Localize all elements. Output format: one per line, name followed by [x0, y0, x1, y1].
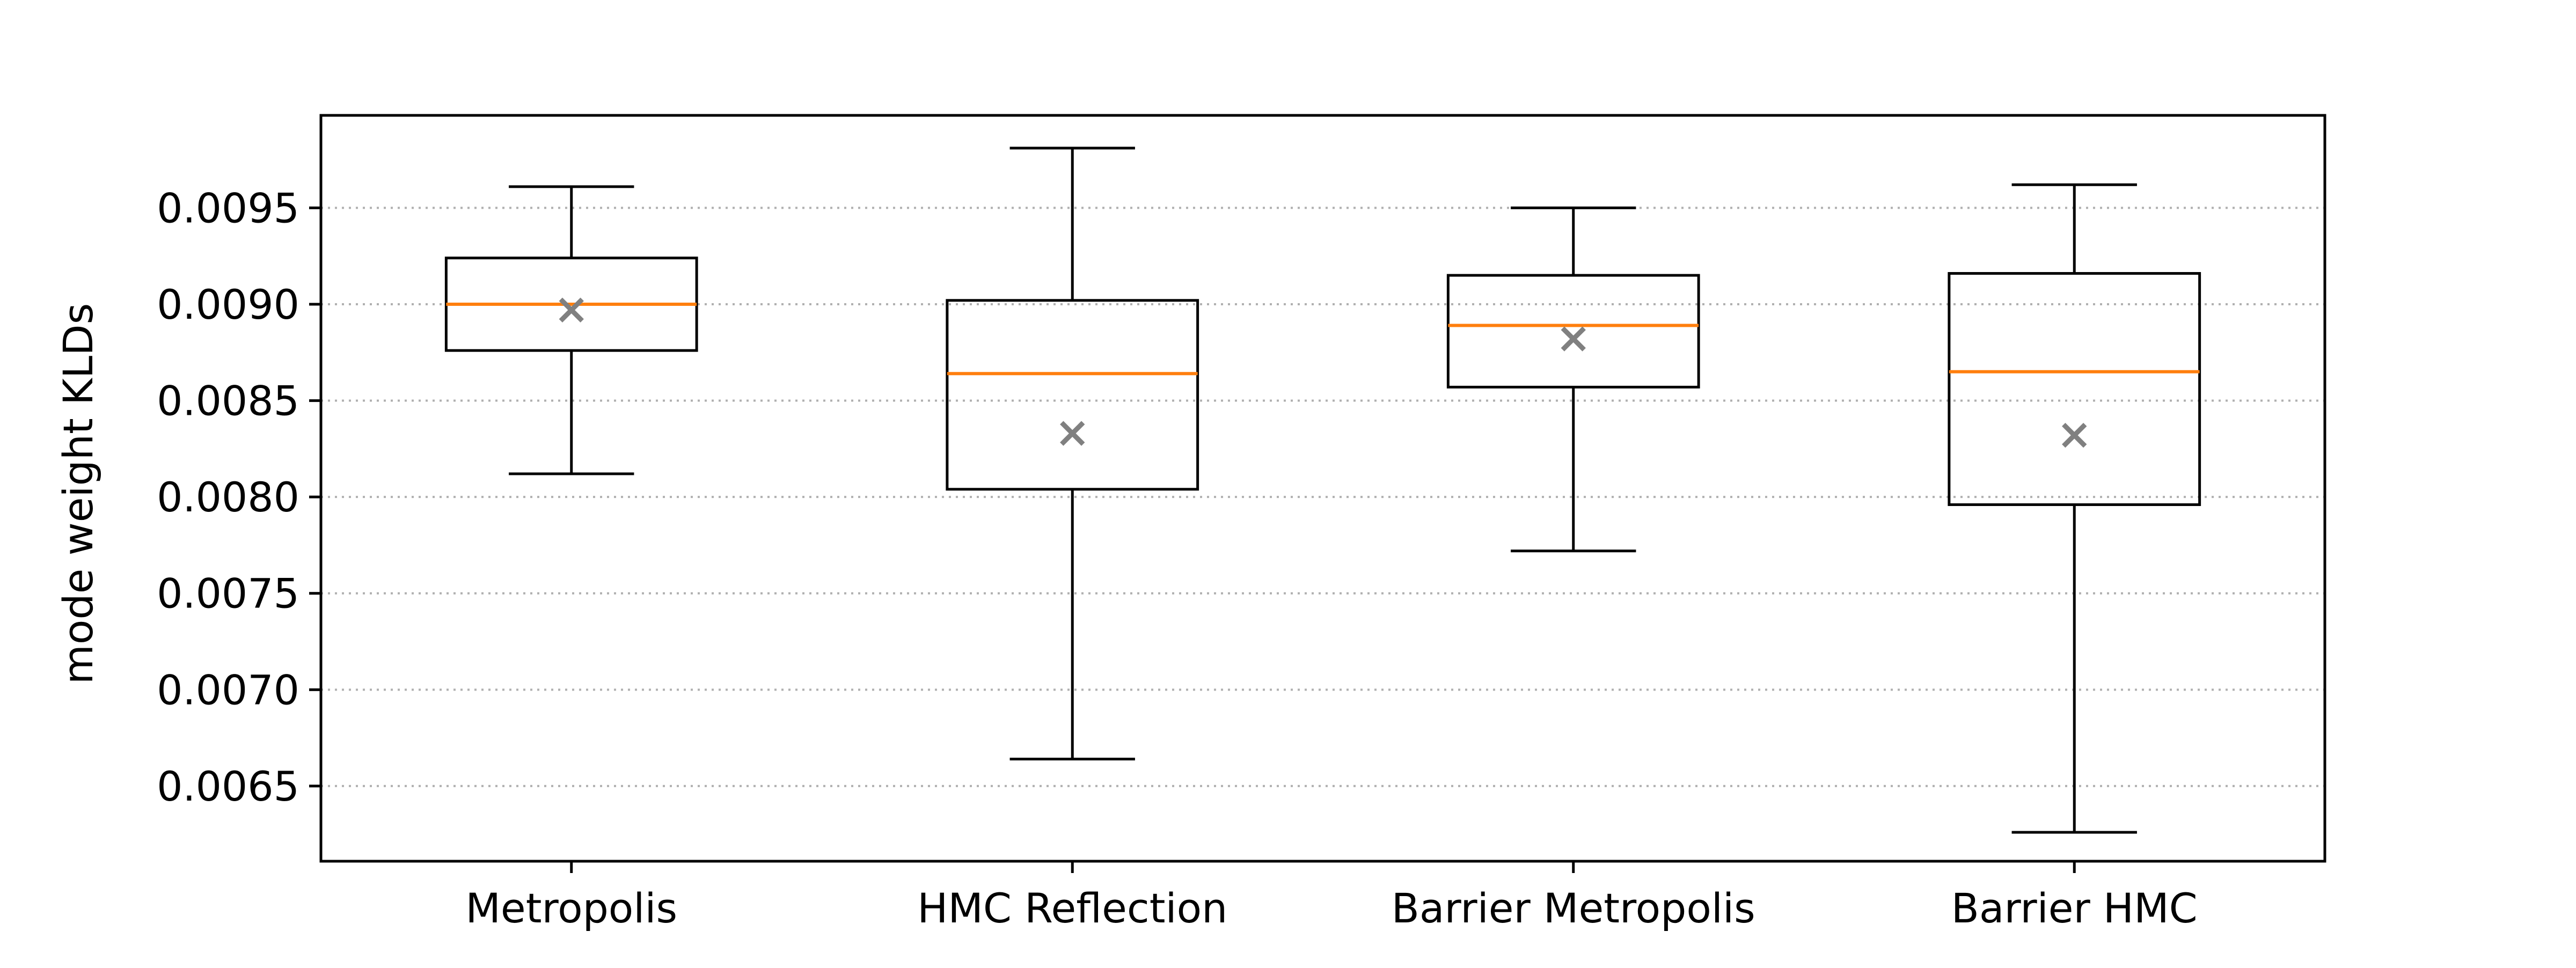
- y-tick-label: 0.0085: [157, 377, 299, 425]
- box-barrier-hmc: [1948, 183, 2201, 834]
- y-tick-label: 0.0070: [157, 666, 299, 714]
- box-barrier-metropolis: [1446, 206, 1700, 553]
- y-tick-label: 0.0080: [157, 473, 299, 521]
- x-axis-ticks: Metropolis HMC Reflection Barrier Metropol…: [465, 861, 2198, 932]
- gridlines: [321, 207, 2325, 787]
- mean-marker: [1561, 326, 1586, 351]
- y-tick-label: 0.0065: [157, 762, 299, 810]
- plot-area-frame: [319, 114, 2326, 863]
- box-iqr: [1948, 272, 2201, 507]
- box-hmc-reflection: [946, 146, 1199, 761]
- box-iqr: [1446, 274, 1700, 388]
- x-tick-label: Barrier Metropolis: [1392, 884, 1755, 932]
- mean-marker-stroke: [2062, 423, 2087, 448]
- box-iqr: [946, 299, 1199, 491]
- mean-marker-stroke: [1060, 421, 1085, 446]
- x-tick-label: HMC Reflection: [917, 884, 1227, 932]
- box-series: [444, 146, 2201, 834]
- y-tick-label: 0.0075: [157, 570, 299, 618]
- mean-marker-stroke: [1561, 326, 1586, 351]
- y-axis-ticks: 0.0065 0.0070 0.0075 0.0080 0.0085 0.0090 0.00…: [157, 184, 321, 810]
- mean-marker-stroke: [559, 297, 584, 322]
- x-tick-label: Barrier HMC: [1951, 884, 2198, 932]
- x-tick-label: Metropolis: [465, 884, 677, 932]
- y-tick-label: 0.0095: [157, 184, 299, 232]
- y-axis-label: mode weight KLDs: [54, 303, 102, 684]
- mean-marker: [2062, 423, 2087, 448]
- mean-marker: [559, 297, 584, 322]
- mean-marker: [1060, 421, 1085, 446]
- y-tick-label: 0.0090: [157, 281, 299, 328]
- box-metropolis: [444, 185, 698, 475]
